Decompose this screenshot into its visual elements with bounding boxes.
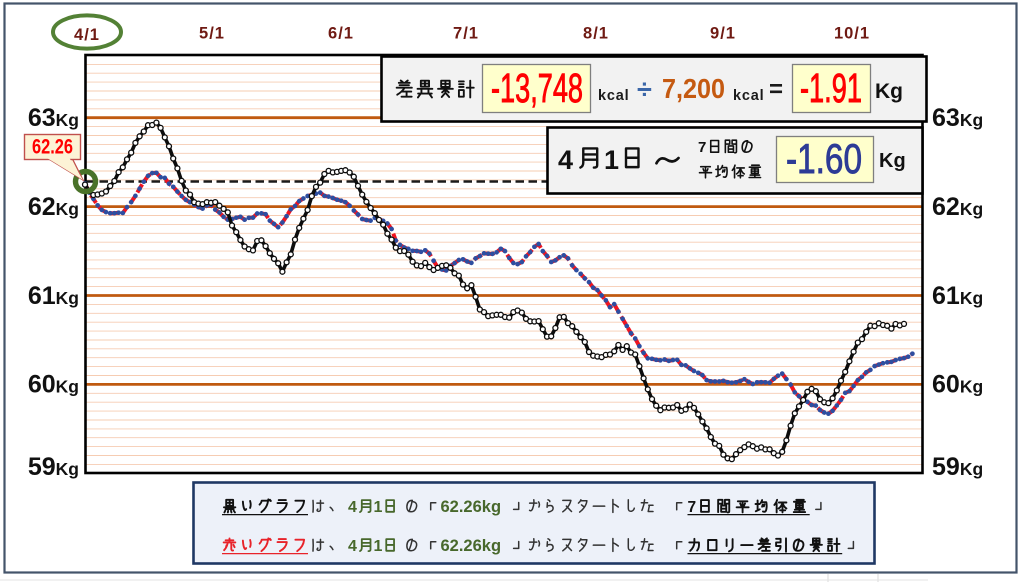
svg-text:9/1: 9/1 <box>710 25 736 43</box>
svg-text:62Kg: 62Kg <box>932 193 983 221</box>
svg-text:59Kg: 59Kg <box>28 453 79 481</box>
svg-text:1: 1 <box>374 499 383 516</box>
svg-text:62.26kg: 62.26kg <box>441 498 502 516</box>
svg-text:62Kg: 62Kg <box>28 193 79 221</box>
svg-text:1: 1 <box>374 538 383 555</box>
svg-text:=: = <box>769 76 783 103</box>
svg-text:Kg: Kg <box>875 80 903 103</box>
svg-text:Kg: Kg <box>879 150 906 172</box>
svg-text:4/1: 4/1 <box>74 26 100 44</box>
svg-text:7/1: 7/1 <box>453 25 479 43</box>
svg-text:62.26kg: 62.26kg <box>441 537 502 555</box>
svg-text:kcal: kcal <box>598 88 629 104</box>
svg-text:7: 7 <box>688 499 697 516</box>
svg-text:63Kg: 63Kg <box>932 104 983 132</box>
svg-text:kcal: kcal <box>733 88 764 104</box>
svg-text:63Kg: 63Kg <box>28 104 79 132</box>
svg-text:-1.60: -1.60 <box>786 135 862 182</box>
svg-text:60Kg: 60Kg <box>28 371 79 399</box>
svg-text:4: 4 <box>348 499 357 516</box>
svg-text:59Kg: 59Kg <box>932 453 983 481</box>
svg-text:÷: ÷ <box>637 74 652 104</box>
svg-text:61Kg: 61Kg <box>932 282 983 310</box>
svg-text:5/1: 5/1 <box>199 25 225 43</box>
svg-text:8/1: 8/1 <box>583 25 609 43</box>
svg-text:62.26: 62.26 <box>32 136 73 159</box>
svg-text:7,200: 7,200 <box>662 73 725 104</box>
svg-text:60Kg: 60Kg <box>932 371 983 399</box>
svg-text:4: 4 <box>558 145 573 175</box>
svg-text:-1.91: -1.91 <box>800 65 862 111</box>
svg-text:4: 4 <box>348 538 357 555</box>
svg-text:7: 7 <box>698 139 706 156</box>
svg-text:61Kg: 61Kg <box>28 282 79 310</box>
svg-text:10/1: 10/1 <box>834 25 870 43</box>
svg-text:6/1: 6/1 <box>328 25 354 43</box>
svg-text:1: 1 <box>604 145 619 175</box>
svg-text:-13,748: -13,748 <box>491 65 583 111</box>
